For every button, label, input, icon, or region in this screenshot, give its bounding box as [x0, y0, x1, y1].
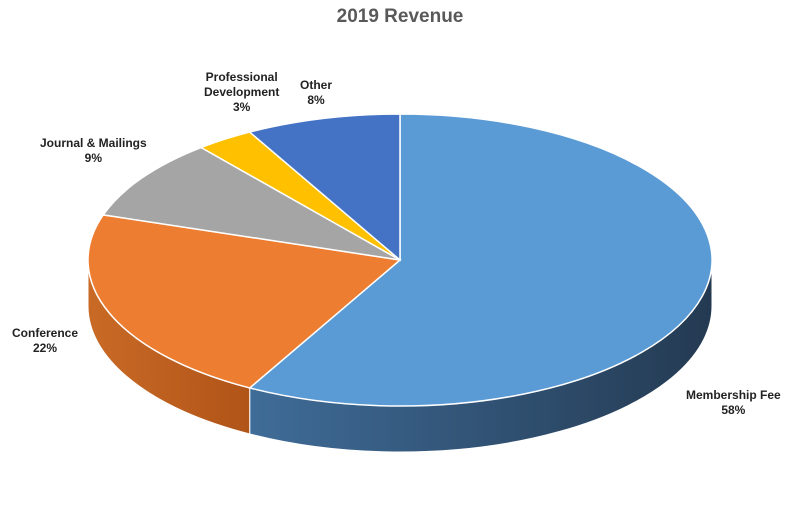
slice-label-percent: 3%: [233, 100, 251, 114]
chart-title: 2019 Revenue: [336, 6, 464, 27]
slice-label-name: Other: [300, 78, 333, 92]
slice-label-percent: 22%: [33, 341, 58, 355]
pie-slice-membership-fee: [248, 113, 713, 407]
slice-label-percent: 8%: [307, 93, 325, 107]
slice-label-journal-mailings: Journal & Mailings 9%: [40, 136, 147, 166]
slice-label-name: Journal & Mailings: [40, 136, 147, 150]
slice-label-professional-development: Professional Development 3%: [204, 70, 279, 115]
slice-label-name: Development: [204, 85, 280, 99]
slice-label-other: Other 8%: [300, 78, 332, 108]
slice-label-conference: Conference 22%: [12, 326, 78, 356]
pie-slice-other: [248, 113, 401, 262]
slice-label-percent: 9%: [84, 151, 103, 165]
slice-label-name: Membership Fee: [686, 388, 781, 402]
slice-label-percent: 58%: [721, 403, 746, 417]
slice-label-name: Conference: [12, 326, 79, 340]
slice-label-name: Professional: [205, 70, 278, 84]
slice-label-membership-fee: Membership Fee 58%: [686, 388, 781, 418]
pie-slice-conference: [87, 214, 402, 389]
pie-slice-journal-mailings: [101, 146, 401, 261]
pie-tops: [87, 113, 713, 407]
